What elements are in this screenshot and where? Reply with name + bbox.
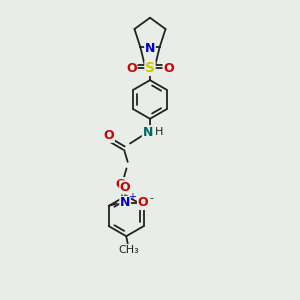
Text: O: O xyxy=(126,62,137,75)
Text: O: O xyxy=(115,178,126,191)
Text: N: N xyxy=(120,196,130,209)
Text: O: O xyxy=(163,62,174,75)
Text: H: H xyxy=(155,127,164,137)
Text: O: O xyxy=(138,196,148,209)
Text: +: + xyxy=(128,192,136,202)
Text: O: O xyxy=(104,129,114,142)
Text: O: O xyxy=(120,181,130,194)
Text: CH₃: CH₃ xyxy=(118,244,139,255)
Text: N: N xyxy=(145,42,155,55)
Text: -: - xyxy=(149,194,153,203)
Text: N: N xyxy=(142,126,153,139)
Text: S: S xyxy=(145,61,155,75)
